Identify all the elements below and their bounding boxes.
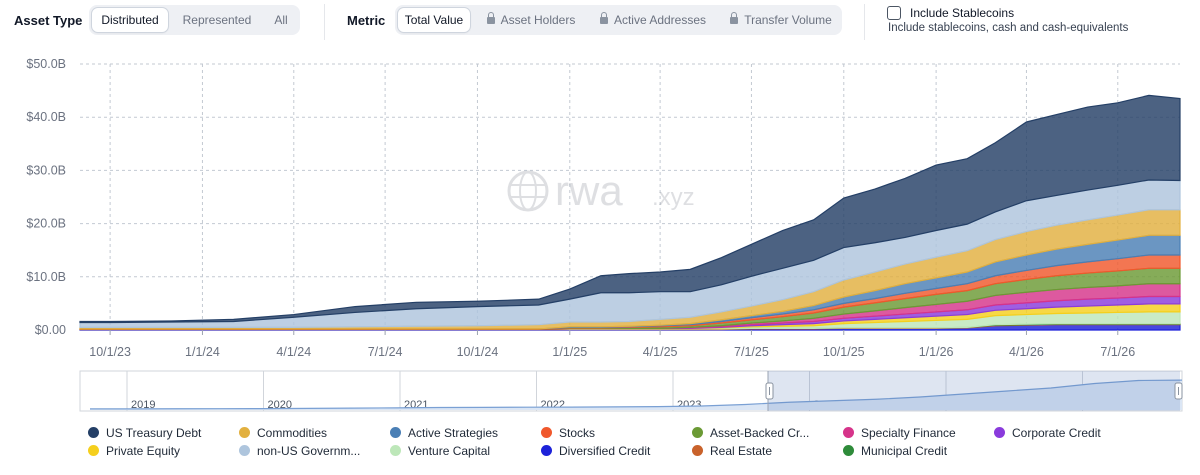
globe-meridian xyxy=(519,171,537,211)
include-stablecoins-description: Include stablecoins, cash and cash-equiv… xyxy=(888,22,1129,34)
watermark-suffix-text: .xyz xyxy=(652,184,695,211)
x-tick-label: 4/1/24 xyxy=(276,345,311,359)
asset-type-all-button[interactable]: All xyxy=(274,13,288,27)
x-tick-label: 7/1/26 xyxy=(1100,345,1135,359)
legend-item-diversified-credit[interactable]: Diversified Credit xyxy=(541,444,650,458)
legend-marker xyxy=(994,427,1005,438)
lock-icon xyxy=(599,12,608,25)
toolbar-divider xyxy=(864,4,865,40)
x-tick-label: 4/1/26 xyxy=(1009,345,1044,359)
legend-item-venture-capital[interactable]: Venture Capital xyxy=(390,444,490,458)
legend-item-commodities[interactable]: Commodities xyxy=(239,426,327,440)
y-tick-label: $10.0B xyxy=(26,270,66,284)
legend-marker xyxy=(541,427,552,438)
legend-item-active-strategies[interactable]: Active Strategies xyxy=(390,426,498,440)
y-tick-label: $50.0B xyxy=(26,57,66,71)
navigator-selected-range[interactable] xyxy=(768,371,1180,411)
chart-series-areas xyxy=(79,94,1181,331)
legend-label: non-US Governm... xyxy=(257,444,361,458)
x-tick-label: 1/1/25 xyxy=(552,345,587,359)
lock-icon xyxy=(730,12,739,25)
toolbar-divider xyxy=(324,4,325,40)
legend-item-municipal-credit[interactable]: Municipal Credit xyxy=(843,444,947,458)
x-tick-label: 4/1/25 xyxy=(643,345,678,359)
y-axis-ticks: $0.00 $10.0B $20.0B $30.0B $40.0B $50.0B xyxy=(26,57,66,337)
legend-label: Specialty Finance xyxy=(861,426,956,440)
range-navigator[interactable]: 20192020202120222023202420252026 xyxy=(79,370,1183,412)
metric-asset-holders-button[interactable]: Asset Holders xyxy=(483,8,579,32)
asset-type-distributed-button[interactable]: Distributed xyxy=(92,8,168,32)
legend-label: Real Estate xyxy=(710,444,773,458)
legend-item-specialty-finance[interactable]: Specialty Finance xyxy=(843,426,956,440)
legend-marker xyxy=(692,427,703,438)
series-area-us-treasury-debt[interactable] xyxy=(79,94,1181,324)
legend-label: Asset-Backed Cr... xyxy=(710,426,810,440)
y-tick-label: $20.0B xyxy=(26,217,66,231)
metric-asset-holders-label: Asset Holders xyxy=(500,13,576,27)
metric-segmented-control: Total Value Asset Holders Active Address… xyxy=(395,5,842,35)
legend-label: Commodities xyxy=(257,426,328,440)
navigator-history-line xyxy=(90,379,1183,410)
globe-icon xyxy=(507,170,549,212)
metric-active-addresses-button[interactable]: Active Addresses xyxy=(595,8,711,32)
legend-label: Stocks xyxy=(559,426,596,440)
legend-label: Corporate Credit xyxy=(1012,426,1101,440)
legend-label: Private Equity xyxy=(106,444,181,458)
legend-item-asset-backed-cr[interactable]: Asset-Backed Cr... xyxy=(692,426,809,440)
x-tick-label: 7/1/25 xyxy=(734,345,769,359)
legend-item-us-treasury-debt[interactable]: US Treasury Debt xyxy=(88,426,201,440)
include-stablecoins-label[interactable]: Include Stablecoins xyxy=(910,6,1015,20)
x-tick-label: 1/1/24 xyxy=(185,345,220,359)
legend-marker xyxy=(88,445,99,456)
metric-active-addresses-label: Active Addresses xyxy=(613,13,707,27)
y-tick-label: $0.00 xyxy=(35,323,66,337)
navigator-year-label: 2019 xyxy=(131,399,155,411)
legend-marker xyxy=(390,427,401,438)
legend-item-stocks[interactable]: Stocks xyxy=(541,426,595,440)
rwa-watermark: rwa .xyz xyxy=(507,167,695,214)
chart: rwa .xyz $0.00 $10.0B $20.0B $30.0B $40.0B $5… xyxy=(26,57,1183,412)
metric-transfer-volume-label: Transfer Volume xyxy=(744,13,832,27)
x-tick-label: 1/1/26 xyxy=(919,345,954,359)
navigator-history-area xyxy=(90,380,1182,410)
metric-transfer-volume-button[interactable]: Transfer Volume xyxy=(728,8,834,32)
asset-type-represented-button[interactable]: Represented xyxy=(182,13,252,27)
y-tick-label: $40.0B xyxy=(26,110,66,124)
legend-label: US Treasury Debt xyxy=(106,426,202,440)
lock-icon xyxy=(486,12,495,25)
x-tick-label: 7/1/24 xyxy=(368,345,403,359)
legend-label: Active Strategies xyxy=(408,426,499,440)
asset-type-label: Asset Type xyxy=(14,13,83,28)
legend-label: Diversified Credit xyxy=(559,444,651,458)
x-tick-label: 10/1/23 xyxy=(89,345,131,359)
legend-marker xyxy=(541,445,552,456)
x-tick-label: 10/1/24 xyxy=(457,345,499,359)
watermark-brand-text: rwa xyxy=(555,167,623,214)
metric-label: Metric xyxy=(347,13,386,28)
legend-item-corporate-credit[interactable]: Corporate Credit xyxy=(994,426,1101,440)
asset-type-segmented-control: Distributed Represented All xyxy=(89,5,300,35)
legend-item-private-equity[interactable]: Private Equity xyxy=(88,444,180,458)
y-tick-label: $30.0B xyxy=(26,163,66,177)
legend-marker xyxy=(390,445,401,456)
include-stablecoins-checkbox[interactable] xyxy=(887,6,901,20)
legend-item-real-estate[interactable]: Real Estate xyxy=(692,444,772,458)
legend-marker xyxy=(88,427,99,438)
legend-marker xyxy=(843,445,854,456)
x-tick-label: 10/1/25 xyxy=(823,345,865,359)
legend-marker xyxy=(843,427,854,438)
legend-label: Venture Capital xyxy=(408,444,491,458)
metric-total-value-button[interactable]: Total Value xyxy=(398,8,470,32)
toolbar: Asset Type Distributed Represented All M… xyxy=(0,0,1200,44)
legend-label: Municipal Credit xyxy=(861,444,948,458)
x-axis-ticks: 10/1/23 1/1/24 4/1/24 7/1/24 10/1/24 1/1/25 4/… xyxy=(89,330,1135,359)
legend-marker xyxy=(239,445,250,456)
legend-marker xyxy=(692,445,703,456)
legend-marker xyxy=(239,427,250,438)
legend-item-non-us-governm[interactable]: non-US Governm... xyxy=(239,444,360,458)
